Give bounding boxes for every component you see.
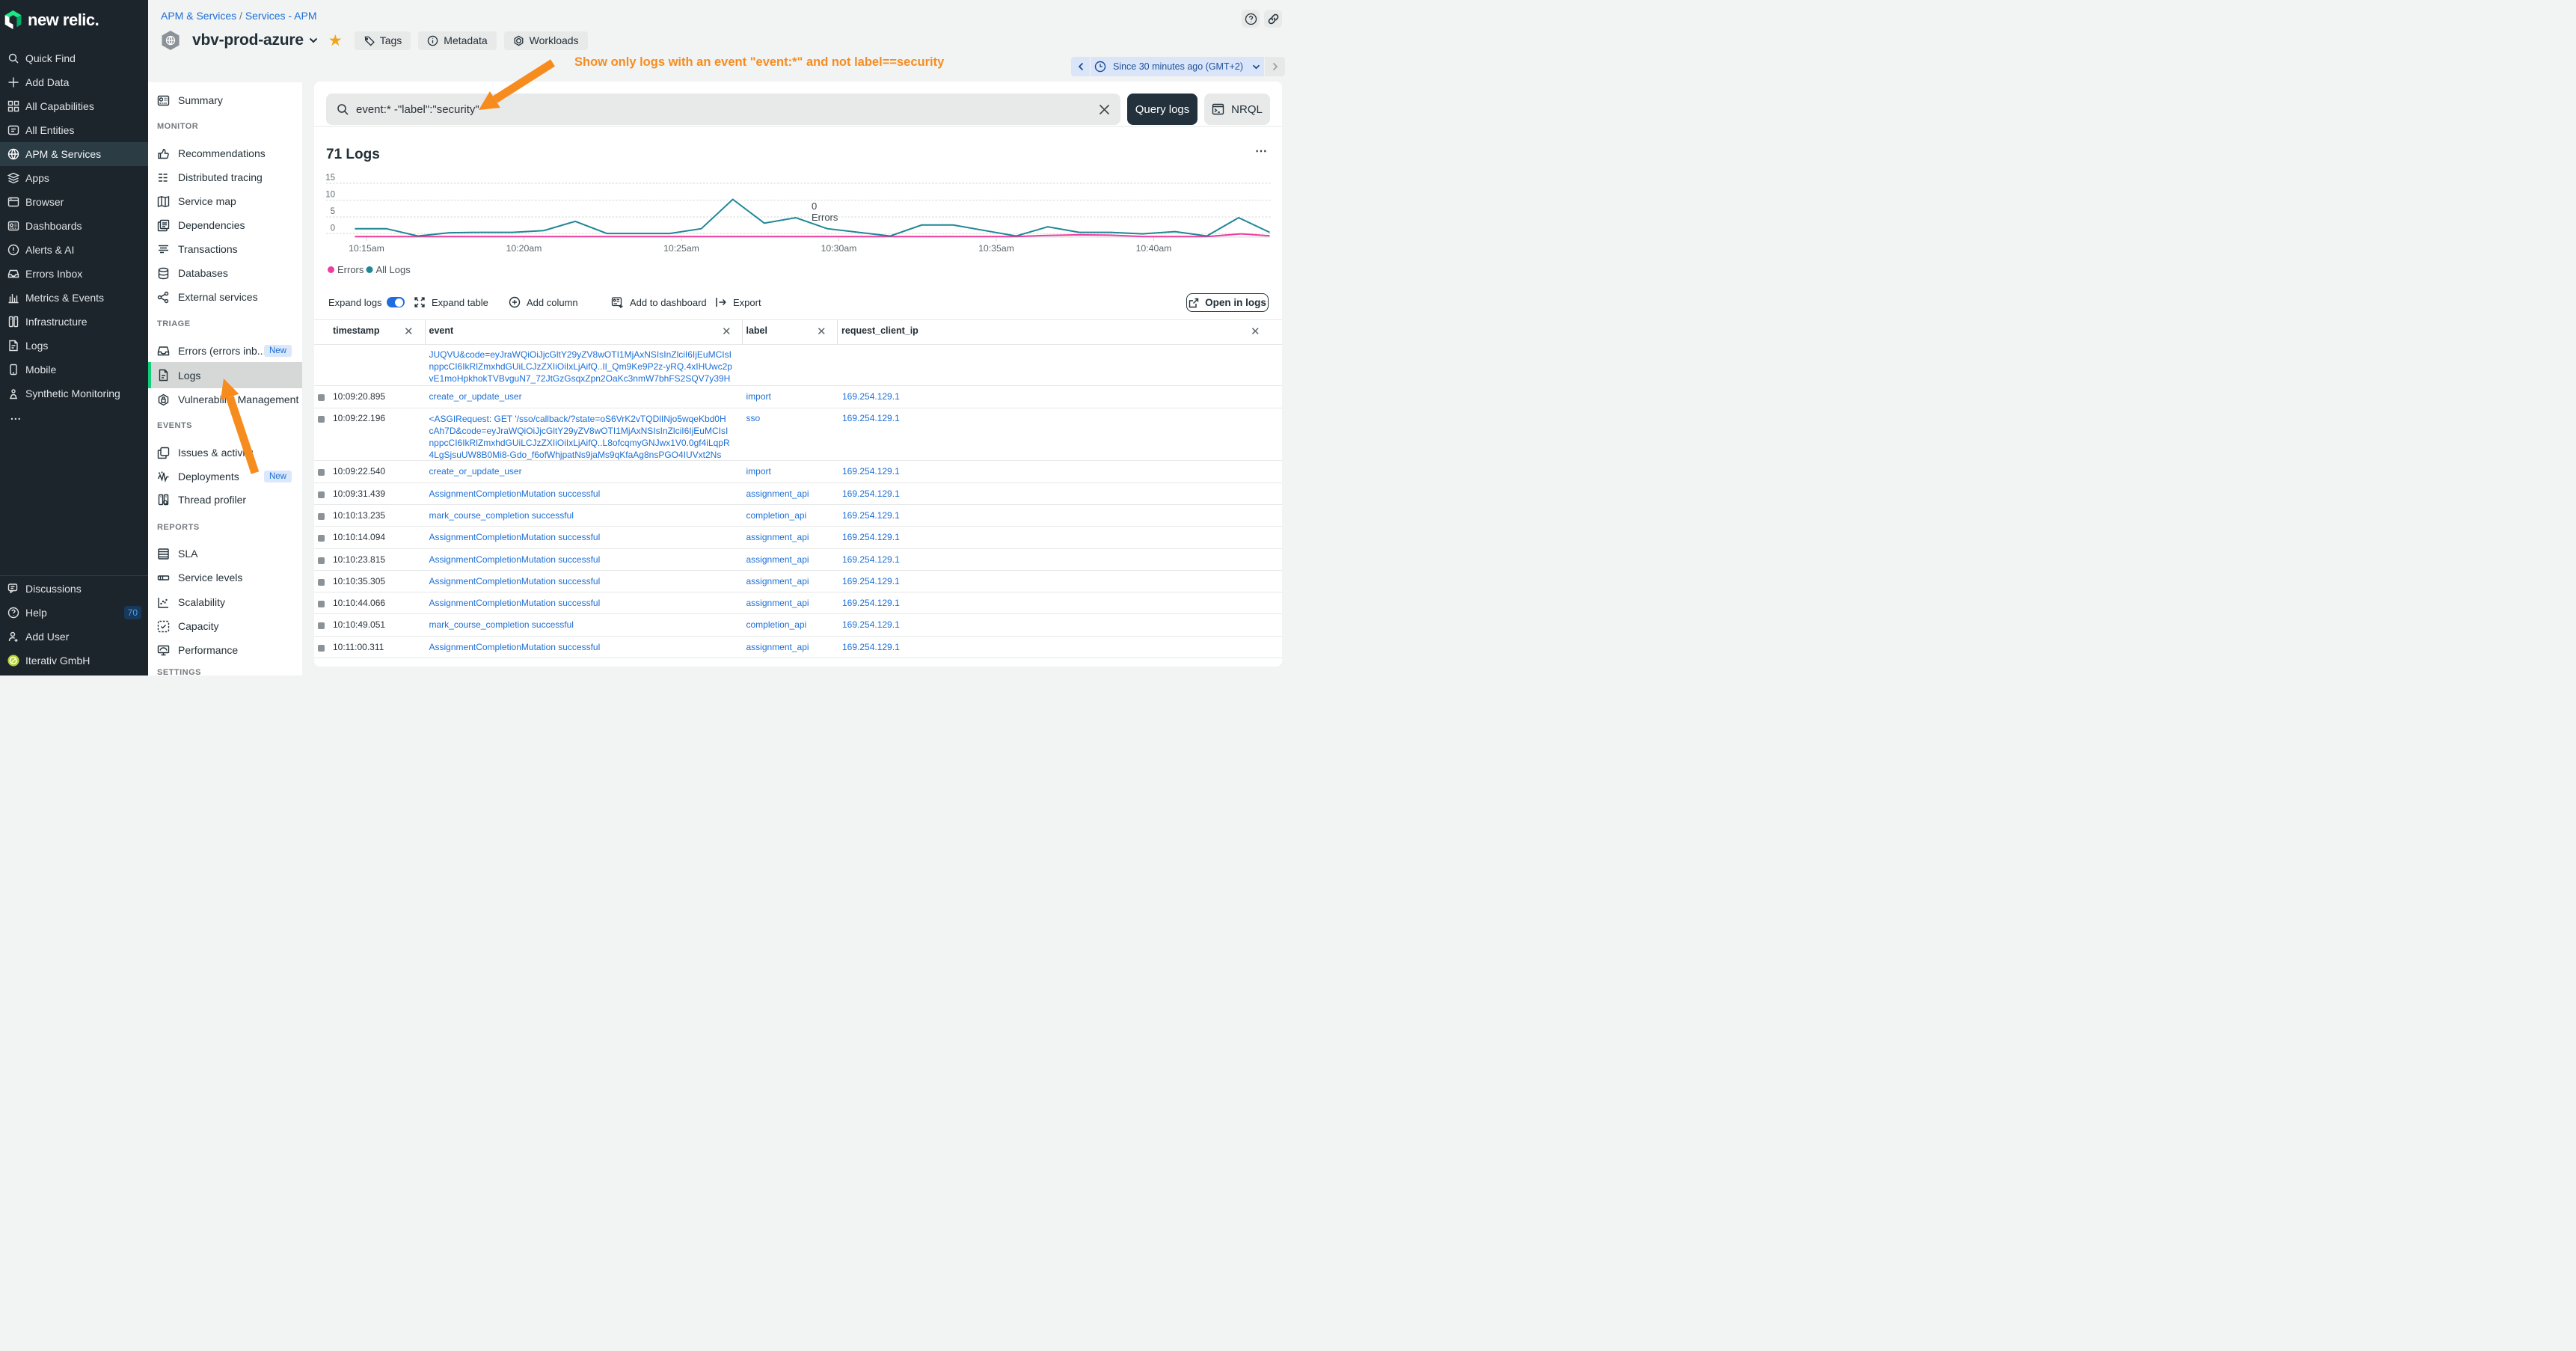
svg-text:10:20am: 10:20am	[506, 243, 542, 254]
svg-text:10:40am: 10:40am	[1136, 243, 1172, 254]
svg-text:Errors: Errors	[337, 264, 364, 275]
svg-text:15: 15	[325, 174, 335, 183]
svg-text:10:30am: 10:30am	[821, 243, 857, 254]
svg-text:10: 10	[325, 191, 335, 200]
svg-text:10:25am: 10:25am	[663, 243, 699, 254]
svg-text:10:15am: 10:15am	[349, 243, 384, 254]
svg-text:Errors: Errors	[812, 212, 838, 223]
svg-text:0: 0	[812, 200, 817, 212]
svg-text:10:35am: 10:35am	[978, 243, 1014, 254]
svg-text:All Logs: All Logs	[376, 264, 411, 275]
svg-text:0: 0	[331, 224, 335, 233]
svg-text:5: 5	[331, 207, 335, 216]
